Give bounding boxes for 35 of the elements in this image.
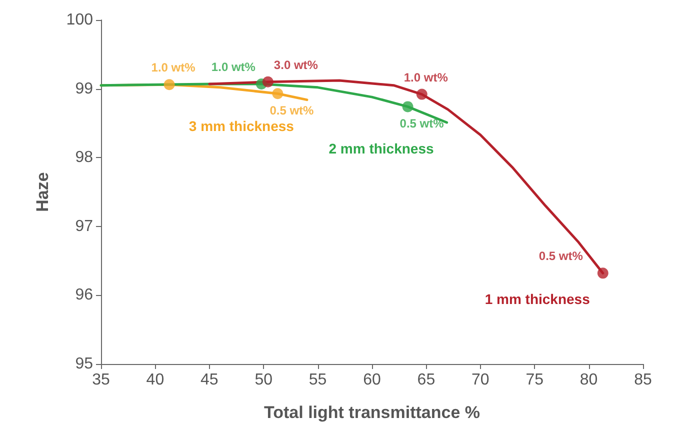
x-tick-label: 45 — [200, 372, 218, 388]
point — [416, 88, 428, 100]
series-label: 1 mm thickness — [484, 291, 590, 308]
x-tick-label: 75 — [526, 372, 544, 388]
x-tick-label: 50 — [254, 372, 273, 388]
point — [597, 268, 608, 279]
annotation: 1.0 wt% — [211, 60, 256, 74]
y-tick-label: 97 — [75, 218, 94, 235]
x-tick-label: 35 — [92, 372, 110, 388]
x-tick-label: 40 — [146, 372, 164, 388]
annotation: 3.0 wt% — [274, 58, 318, 72]
point — [402, 101, 414, 112]
x-tick-label: 85 — [634, 372, 652, 388]
y-tick-label: 96 — [75, 286, 94, 304]
annotation: 0.5 wt% — [538, 249, 584, 264]
annotation: 0.5 wt% — [270, 104, 314, 118]
series-label: 2 mm thickness — [328, 140, 434, 157]
x-tick-label: 55 — [308, 372, 327, 388]
y-tick-label: 99 — [75, 80, 94, 98]
x-tick-label: 80 — [580, 372, 598, 388]
x-tick-label: 65 — [417, 372, 436, 388]
x-tick-label: 60 — [363, 372, 381, 388]
series-label: 3 mm thickness — [188, 118, 294, 134]
point — [262, 76, 274, 88]
y-tick-label: 98 — [75, 149, 94, 166]
point — [164, 79, 175, 90]
x-axis-title: Total light transmittance % — [264, 403, 480, 422]
point — [272, 88, 284, 100]
x-tick-label: 70 — [472, 372, 490, 388]
y-tick-label: 100 — [66, 12, 94, 28]
y-tick-label: 95 — [75, 356, 94, 372]
y-axis-title: Haze — [33, 172, 52, 212]
annotation: 1.0 wt% — [151, 60, 196, 75]
annotation: 1.0 wt% — [404, 70, 448, 84]
annotation: 0.5 wt% — [400, 116, 444, 131]
